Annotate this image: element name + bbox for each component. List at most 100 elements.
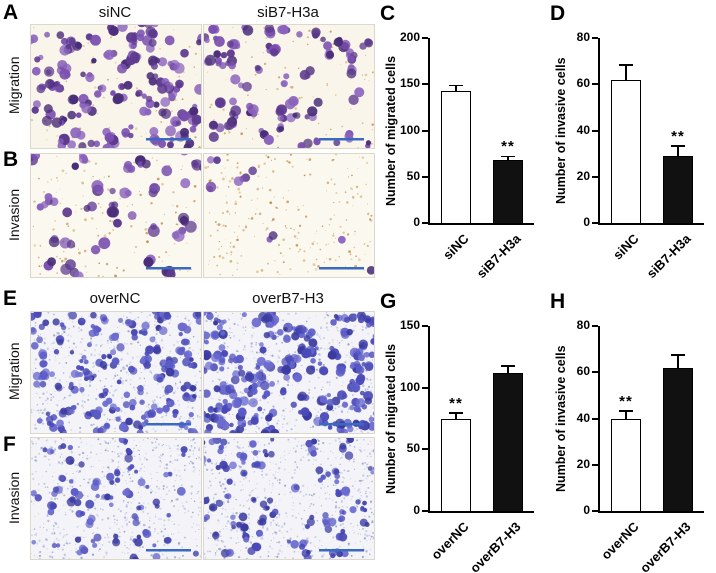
- scale-bar: [319, 423, 364, 426]
- y-tick-label: 0: [583, 503, 590, 517]
- panel-letter-e: E: [3, 287, 18, 310]
- y-tick-label: 100: [399, 122, 420, 137]
- error-bar-cap: [671, 145, 685, 147]
- micro-image-migration-overnc: [30, 311, 202, 434]
- row-label-migration-top: Migration: [6, 56, 22, 115]
- plot-area: **: [598, 38, 704, 225]
- panel-letter-f: F: [3, 433, 16, 456]
- y-tick-mark: [592, 371, 598, 374]
- panel-letter-a: A: [3, 1, 19, 24]
- column-header-sib7h3a: siB7-H3a: [257, 4, 319, 21]
- significance-marker: **: [501, 138, 515, 156]
- y-tick-label: 50: [406, 441, 420, 456]
- micro-image-migration-sinc: [30, 24, 202, 149]
- micro-image-invasion-overb7h3: [203, 437, 375, 560]
- bar-siNC: [611, 79, 641, 223]
- y-tick-label: 0: [583, 215, 590, 229]
- panel-letter-g: G: [380, 290, 397, 313]
- micrograph: [31, 312, 201, 433]
- y-axis-label: Number of migrated cells: [384, 343, 398, 494]
- y-tick-mark: [592, 175, 598, 178]
- x-category-label: siB7-H3a: [643, 231, 694, 281]
- chart-panel-c: C Number of migrated cells 0 50 100 150 200 …: [378, 2, 544, 285]
- scale-bar: [319, 549, 364, 552]
- chart-panel-h: H Number of invasive cells 0 20 40 60 80 ** …: [548, 290, 714, 573]
- column-header-overb7h3: overB7-H3: [252, 290, 324, 307]
- micrograph: [204, 312, 374, 433]
- error-bar: [507, 366, 509, 373]
- x-category-label: siNC: [610, 231, 642, 263]
- x-category-label: overNC: [598, 519, 642, 563]
- y-tick-label: 40: [576, 410, 590, 425]
- y-tick-mark: [422, 325, 428, 327]
- y-tick-mark: [422, 175, 428, 178]
- x-category-label: siB7-H3a: [473, 231, 524, 281]
- chart-panel-d: D Number of invasive cells 0 20 40 60 80 ** …: [548, 2, 714, 285]
- significance-marker: **: [619, 392, 633, 410]
- scale-bar: [146, 549, 191, 552]
- error-bar-cap: [501, 155, 515, 158]
- y-tick-label: 100: [399, 379, 420, 394]
- chart-panel-g: G Number of migrated cells 0 50 100 150 ** …: [378, 290, 544, 573]
- y-tick-mark: [422, 448, 428, 451]
- error-bar-cap: [671, 354, 685, 357]
- scale-bar: [146, 267, 191, 270]
- y-tick-label: 50: [406, 168, 420, 183]
- y-tick-label: 20: [576, 168, 590, 183]
- error-bar-cap: [619, 409, 633, 412]
- bar-overNC: [611, 418, 641, 511]
- bar-siB7-H3a: [663, 155, 693, 223]
- error-bar: [625, 411, 627, 419]
- panel-letter-h: H: [550, 290, 566, 313]
- bar-overB7-H3: [493, 372, 523, 511]
- panel-letter-b: B: [3, 148, 19, 171]
- y-tick-label: 150: [399, 318, 420, 332]
- plot-area: **: [428, 326, 534, 513]
- y-tick-mark: [422, 37, 428, 39]
- error-bar: [625, 65, 627, 80]
- row-label-invasion-bottom: Invasion: [6, 471, 22, 524]
- plot-area: **: [428, 38, 534, 225]
- y-tick-mark: [592, 417, 598, 420]
- y-tick-label: 0: [413, 503, 420, 517]
- y-tick-label: 80: [576, 318, 590, 332]
- y-tick-mark: [592, 222, 598, 224]
- y-tick-label: 200: [399, 30, 420, 44]
- y-tick-mark: [592, 37, 598, 39]
- scale-bar: [319, 267, 364, 270]
- y-tick-label: 150: [399, 76, 420, 91]
- y-tick-mark: [422, 510, 428, 512]
- micrograph: [31, 154, 201, 277]
- bar-overB7-H3: [663, 367, 693, 511]
- bar-siNC: [441, 90, 471, 223]
- significance-marker: **: [449, 394, 463, 412]
- x-category-label: overNC: [428, 519, 472, 563]
- y-tick-mark: [422, 222, 428, 224]
- bar-overNC: [441, 418, 471, 511]
- error-bar-cap: [619, 64, 633, 66]
- error-bar: [455, 413, 457, 419]
- y-tick-mark: [422, 129, 428, 132]
- micro-image-migration-overb7h3: [203, 311, 375, 434]
- y-tick-mark: [422, 83, 428, 86]
- error-bar: [455, 86, 457, 91]
- y-tick-mark: [592, 463, 598, 466]
- panel-letter-c: C: [380, 2, 396, 25]
- y-tick-label: 80: [576, 30, 590, 44]
- micrograph: [31, 25, 201, 148]
- error-bar: [507, 157, 509, 161]
- micrograph: [204, 25, 374, 148]
- y-tick-label: 40: [576, 122, 590, 137]
- micrograph: [204, 154, 374, 277]
- scale-bar: [319, 138, 364, 141]
- scale-bar: [146, 138, 191, 141]
- y-tick-mark: [422, 386, 428, 389]
- error-bar-cap: [449, 84, 463, 87]
- error-bar: [677, 146, 679, 156]
- plot-area: **: [598, 326, 704, 513]
- micrograph: [31, 438, 201, 559]
- micro-image-invasion-sib7h3a: [203, 153, 375, 278]
- column-header-overnc: overNC: [89, 290, 141, 307]
- y-tick-label: 60: [576, 364, 590, 379]
